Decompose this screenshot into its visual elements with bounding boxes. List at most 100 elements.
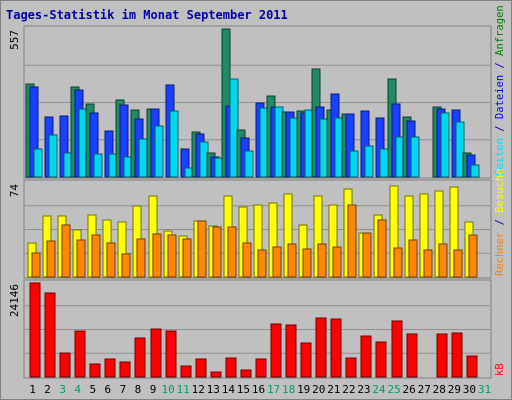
bar-rechner-day-3 (61, 224, 71, 278)
bar-rechner-day-19 (302, 248, 312, 278)
bar-kb-day-23 (360, 335, 372, 378)
bar-rechner-day-21 (332, 246, 342, 278)
bar-kb-day-11 (180, 365, 192, 378)
x-tick-label-day-5: 5 (89, 383, 96, 396)
x-tick-label-day-10: 10 (161, 383, 174, 396)
x-tick-label-day-30: 30 (463, 383, 476, 396)
bar-kb-day-15 (240, 369, 252, 378)
bar-seiten-day-1 (33, 148, 43, 178)
bar-rechner-day-2 (46, 240, 56, 278)
x-tick-label-day-7: 7 (120, 383, 127, 396)
bar-rechner-day-1 (31, 252, 41, 278)
x-tick-label-day-6: 6 (105, 383, 112, 396)
bar-rechner-day-10 (167, 234, 177, 278)
bar-kb-day-3 (59, 352, 71, 378)
legend-bottom: kB (494, 363, 506, 376)
x-tick-label-day-4: 4 (74, 383, 81, 396)
bar-kb-day-22 (345, 357, 357, 378)
x-tick-label-day-24: 24 (372, 383, 386, 396)
bar-rechner-day-11 (182, 238, 192, 278)
bar-rechner-day-17 (272, 246, 282, 278)
bar-seiten-day-23 (364, 145, 374, 178)
bar-seiten-day-2 (48, 134, 58, 178)
bar-seiten-day-29 (455, 121, 465, 178)
legend-part: Seiten (494, 138, 506, 176)
bar-kb-day-4 (74, 330, 86, 378)
bar-kb-day-8 (134, 337, 146, 378)
bar-rechner-day-30 (468, 234, 478, 278)
x-tick-label-day-2: 2 (44, 383, 51, 396)
bar-rechner-day-13 (212, 226, 222, 278)
x-tick-label-day-1: 1 (29, 383, 36, 396)
x-tick-label-day-3: 3 (59, 383, 66, 396)
x-tick-label-day-23: 23 (357, 383, 370, 396)
legend-top: Seiten / Dateien / Anfragen (494, 5, 506, 176)
bar-rechner-day-4 (76, 239, 86, 278)
x-tick-label-day-27: 27 (418, 383, 431, 396)
bar-rechner-day-27 (423, 249, 433, 278)
bar-kb-day-1 (29, 282, 41, 378)
x-tick-label-day-31: 31 (478, 383, 491, 396)
x-tick-label-day-12: 12 (192, 383, 205, 396)
x-tick-label-day-28: 28 (433, 383, 446, 396)
bar-rechner-day-14 (227, 226, 237, 278)
bar-seiten-day-22 (349, 150, 359, 178)
x-tick-label-day-22: 22 (342, 383, 355, 396)
legend-part: Rechner (494, 232, 506, 276)
y-max-label: 557 (8, 30, 21, 50)
x-tick-label-day-13: 13 (207, 383, 220, 396)
panel-bottom: 24146 kB (8, 279, 506, 379)
bar-rechner-day-24 (377, 219, 387, 278)
legend-part: Anfragen (494, 5, 506, 56)
bar-kb-day-5 (89, 363, 101, 378)
bar-kb-day-19 (300, 342, 312, 378)
bar-seiten-day-9 (154, 125, 164, 178)
x-tick-label-day-19: 19 (297, 383, 310, 396)
legend-part: / (494, 119, 506, 138)
x-tick-label-day-9: 9 (150, 383, 157, 396)
bar-rechner-day-20 (317, 243, 327, 278)
bar-rechner-day-23 (362, 232, 372, 278)
bar-seiten-day-8 (138, 138, 148, 178)
x-tick-label-day-21: 21 (327, 383, 340, 396)
bar-rechner-day-12 (197, 220, 207, 278)
bar-seiten-day-28 (440, 112, 450, 178)
x-tick-label-day-26: 26 (403, 383, 416, 396)
bar-kb-day-9 (150, 328, 162, 378)
x-tick-label-day-18: 18 (282, 383, 295, 396)
bar-seiten-day-24 (379, 148, 389, 178)
x-tick-label-day-20: 20 (312, 383, 325, 396)
legend-part: Dateien (494, 75, 506, 119)
bar-kb-day-2 (44, 292, 56, 378)
bar-rechner-day-29 (453, 249, 463, 278)
legend-part: / (494, 56, 506, 75)
bar-kb-day-29 (451, 332, 463, 378)
x-tick-label-day-14: 14 (222, 383, 236, 396)
bar-kb-day-30 (466, 355, 478, 378)
bar-kb-day-6 (104, 358, 116, 378)
bar-rechner-day-8 (136, 238, 146, 278)
bar-seiten-day-5 (93, 153, 103, 178)
bar-seiten-day-30 (470, 164, 480, 178)
x-tick-label-day-11: 11 (177, 383, 190, 396)
legend-middle: Rechner / Besuche (494, 169, 506, 277)
bar-seiten-day-26 (410, 136, 420, 178)
bar-rechner-day-18 (287, 243, 297, 278)
bar-rechner-day-15 (242, 242, 252, 278)
bar-rechner-day-16 (257, 249, 267, 278)
bar-seiten-day-15 (244, 150, 254, 178)
bar-rechner-day-9 (152, 233, 162, 278)
panel-top: 557 Seiten / Dateien / Anfragen (8, 5, 506, 179)
bar-kb-day-17 (270, 323, 282, 378)
bar-rechner-day-22 (347, 204, 357, 278)
x-tick-label-day-17: 17 (267, 383, 280, 396)
y-max-label: 74 (8, 184, 21, 198)
bar-kb-day-20 (315, 317, 327, 378)
x-tick-label-day-16: 16 (252, 383, 265, 396)
bar-seiten-day-10 (169, 110, 179, 178)
bar-kb-day-10 (165, 330, 177, 378)
bar-rechner-day-6 (106, 242, 116, 278)
bar-kb-day-25 (391, 320, 403, 378)
bar-rechner-day-7 (121, 253, 131, 278)
